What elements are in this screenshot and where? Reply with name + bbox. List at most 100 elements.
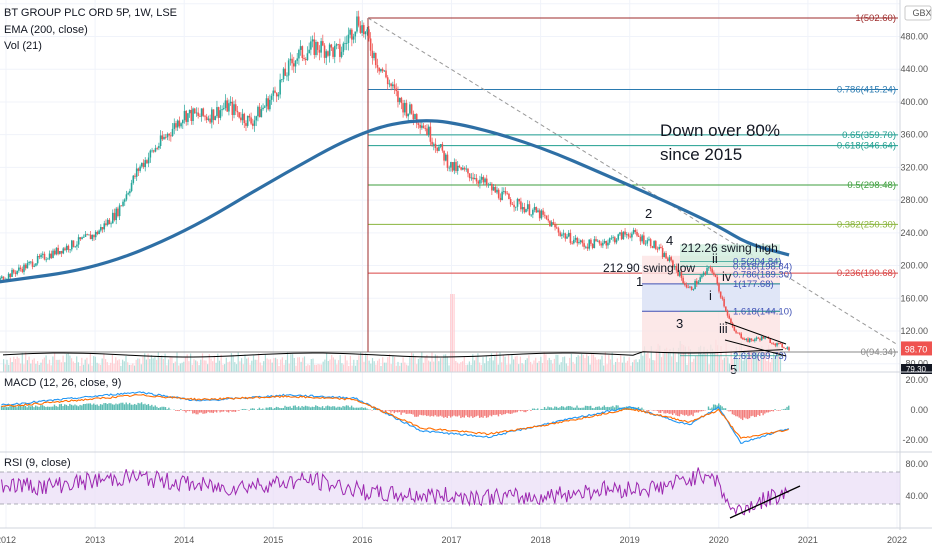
- macd-histogram-bar: [648, 410, 650, 412]
- macd-histogram-bar: [584, 405, 587, 410]
- volume-bar: [54, 352, 56, 372]
- macd-histogram-bar: [250, 408, 252, 410]
- macd-histogram-bar: [313, 406, 315, 410]
- volume-bar: [662, 352, 664, 372]
- candle-body: [252, 123, 254, 126]
- candle-body: [385, 70, 387, 78]
- volume-bar: [472, 354, 474, 372]
- volume-bar: [693, 358, 695, 372]
- volume-bar: [312, 358, 314, 372]
- candle-body: [747, 338, 749, 343]
- macd-histogram-bar: [251, 408, 254, 410]
- macd-histogram-bar: [610, 406, 612, 410]
- volume-bar: [116, 360, 119, 372]
- time-tick-label: 2019: [620, 535, 640, 545]
- volume-bar: [60, 362, 62, 372]
- volume-bar: [86, 357, 88, 372]
- macd-histogram-bar: [682, 410, 684, 415]
- volume-bar: [458, 363, 460, 372]
- candle-body: [639, 236, 642, 242]
- macd-histogram-bar: [700, 410, 703, 412]
- volume-bar: [611, 352, 613, 372]
- candle-body: [666, 258, 669, 261]
- candle-body: [270, 95, 273, 100]
- macd-histogram-bar: [733, 410, 735, 416]
- volume-bar: [314, 364, 316, 372]
- volume-bar: [404, 362, 406, 372]
- macd-histogram-bar: [127, 404, 129, 410]
- time-tick-label: 2014: [174, 535, 194, 545]
- candle-body: [202, 108, 205, 116]
- candle-body: [16, 270, 18, 274]
- macd-histogram-bar: [724, 408, 727, 410]
- candle-body: [450, 162, 452, 168]
- volume-bar: [487, 361, 489, 372]
- volume-bar: [64, 362, 66, 372]
- macd-histogram-bar: [5, 407, 8, 410]
- candle-body: [310, 41, 312, 50]
- candle-body: [183, 110, 186, 121]
- volume-bar: [237, 352, 239, 372]
- candle-body: [378, 67, 380, 72]
- macd-histogram-bar: [178, 410, 180, 412]
- candle-body: [11, 269, 13, 277]
- candle-body: [779, 343, 782, 344]
- macd-histogram-bar: [499, 410, 501, 415]
- candle-body: [123, 199, 126, 202]
- candle-body: [622, 231, 625, 240]
- candle-body: [540, 210, 543, 219]
- macd-histogram-bar: [186, 410, 189, 411]
- volume-bar: [166, 365, 168, 372]
- volume-bar: [132, 363, 134, 372]
- volume-bar: [450, 294, 452, 372]
- candle-body: [695, 280, 698, 285]
- volume-bar: [377, 360, 379, 372]
- candle-body: [289, 58, 292, 61]
- macd-histogram-bar: [458, 410, 460, 416]
- candle-body: [315, 41, 317, 55]
- macd-histogram-bar: [200, 410, 203, 413]
- macd-histogram-bar: [111, 404, 114, 410]
- candle-body: [544, 214, 546, 216]
- macd-histogram-bar: [564, 407, 566, 410]
- macd-histogram-bar: [221, 410, 223, 412]
- candle-body: [453, 162, 456, 171]
- candle-body: [684, 283, 686, 285]
- volume-bar: [167, 359, 170, 372]
- volume-bar: [676, 362, 678, 372]
- macd-histogram-bar: [40, 405, 42, 410]
- candle-body: [692, 289, 695, 290]
- volume-bar: [470, 364, 472, 372]
- macd-histogram-bar: [50, 406, 52, 410]
- macd-histogram-bar: [475, 410, 477, 417]
- macd-histogram-bar: [593, 408, 595, 410]
- candle-body: [260, 109, 263, 118]
- macd-histogram-bar: [530, 410, 532, 411]
- macd-histogram-bar: [455, 410, 457, 417]
- volume-bar: [183, 361, 185, 372]
- volume-bar: [256, 359, 258, 372]
- volume-bar: [587, 356, 589, 372]
- macd-histogram-bar: [403, 410, 406, 413]
- volume-bar: [496, 352, 498, 372]
- candle-body: [146, 160, 148, 164]
- candle-body: [475, 178, 478, 182]
- candle-body: [398, 97, 401, 103]
- candle-body: [163, 136, 165, 140]
- volume-bar: [14, 359, 17, 372]
- macd-histogram-bar: [566, 406, 568, 410]
- macd-histogram-bar: [581, 407, 583, 410]
- volume-bar: [25, 352, 27, 372]
- macd-histogram-bar: [659, 410, 662, 413]
- macd-histogram-bar: [670, 410, 672, 414]
- macd-histogram-bar: [753, 410, 756, 418]
- volume-bar: [504, 356, 506, 372]
- volume-bar: [730, 349, 732, 372]
- macd-histogram-bar: [784, 408, 787, 410]
- volume-bar: [331, 355, 333, 372]
- volume-bar: [691, 361, 693, 372]
- candle-body: [472, 177, 474, 180]
- candle-body: [333, 45, 336, 57]
- candle-body: [113, 212, 116, 221]
